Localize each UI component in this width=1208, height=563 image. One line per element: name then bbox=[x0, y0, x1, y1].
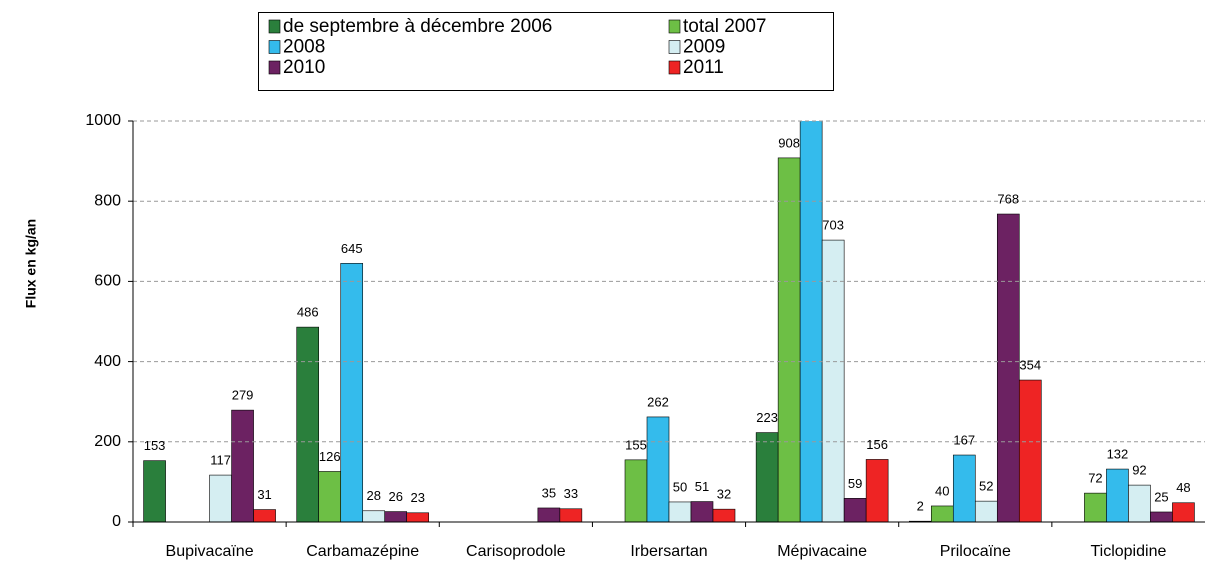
bar bbox=[646, 416, 670, 523]
y-tick-label: 1000 bbox=[85, 112, 121, 129]
data-label: 33 bbox=[564, 486, 578, 501]
legend-swatch bbox=[668, 19, 681, 34]
bar bbox=[996, 213, 1020, 523]
bar bbox=[362, 510, 386, 523]
data-label: 2 bbox=[917, 499, 924, 514]
bar bbox=[296, 326, 320, 523]
x-tick-label: Bupivacaïne bbox=[166, 543, 254, 560]
x-tick-label: Carisoprodole bbox=[466, 543, 566, 560]
bar bbox=[1084, 492, 1107, 523]
legend-label: 2009 bbox=[683, 37, 725, 58]
legend-swatch bbox=[668, 40, 681, 54]
data-label: 92 bbox=[1132, 463, 1146, 478]
data-label: 28 bbox=[366, 488, 380, 503]
data-label: 52 bbox=[979, 479, 993, 494]
x-tick-label: Irbersartan bbox=[630, 543, 707, 560]
data-label: 35 bbox=[542, 485, 556, 500]
bar bbox=[1128, 484, 1151, 523]
bar bbox=[755, 432, 779, 523]
bar bbox=[865, 459, 889, 523]
y-tick-label: 800 bbox=[94, 192, 121, 209]
x-tick-label: Ticlopidine bbox=[1090, 543, 1166, 560]
bar bbox=[1018, 379, 1042, 523]
data-label: 72 bbox=[1088, 471, 1102, 486]
legend-swatch bbox=[268, 19, 281, 34]
bar bbox=[231, 409, 254, 523]
legend-swatch bbox=[268, 40, 281, 54]
data-label: 132 bbox=[1107, 447, 1129, 462]
data-label: 117 bbox=[210, 453, 231, 468]
legend-box bbox=[258, 12, 834, 91]
bar bbox=[690, 501, 714, 523]
data-label: 26 bbox=[388, 489, 402, 504]
bar bbox=[952, 454, 976, 523]
bar bbox=[799, 121, 823, 523]
legend-label: 2008 bbox=[283, 37, 325, 58]
data-label: 51 bbox=[695, 479, 709, 494]
legend-label: 2011 bbox=[683, 57, 724, 78]
bar bbox=[668, 501, 692, 523]
bar bbox=[559, 508, 583, 523]
y-tick-label: 400 bbox=[94, 353, 121, 370]
bar bbox=[1172, 502, 1195, 523]
data-label: 25 bbox=[1154, 489, 1168, 504]
legend-label: 2010 bbox=[283, 57, 325, 78]
data-label: 486 bbox=[297, 305, 319, 320]
data-label: 262 bbox=[647, 394, 669, 409]
y-axis-title: Flux en kg/an bbox=[22, 218, 39, 309]
data-label: 768 bbox=[997, 191, 1019, 206]
bar bbox=[821, 239, 845, 523]
bar bbox=[143, 460, 166, 523]
x-tick-label: Carbamazépine bbox=[306, 543, 419, 560]
data-label: 354 bbox=[1019, 357, 1041, 372]
data-label: 156 bbox=[866, 437, 888, 452]
data-label: 645 bbox=[341, 241, 363, 256]
legend-label: total 2007 bbox=[683, 16, 766, 37]
data-label: 59 bbox=[848, 476, 862, 491]
bar bbox=[384, 511, 408, 523]
bar bbox=[1150, 511, 1173, 523]
legend-swatch bbox=[268, 60, 281, 75]
bar bbox=[340, 263, 364, 523]
y-tick-label: 600 bbox=[94, 273, 121, 290]
bar bbox=[930, 505, 954, 523]
x-tick-label: Prilocaïne bbox=[940, 543, 1011, 560]
legend-label: de septembre à décembre 2006 bbox=[283, 16, 552, 37]
data-label: 153 bbox=[144, 438, 166, 453]
bar bbox=[209, 474, 232, 523]
bar bbox=[974, 500, 998, 523]
data-label: 126 bbox=[319, 449, 341, 464]
data-label: 223 bbox=[756, 410, 778, 425]
data-label: 167 bbox=[953, 432, 975, 447]
data-label: 703 bbox=[822, 218, 844, 233]
data-label: 155 bbox=[625, 437, 647, 452]
data-label: 908 bbox=[778, 135, 800, 150]
data-label: 23 bbox=[410, 490, 424, 505]
data-label: 48 bbox=[1176, 480, 1190, 495]
y-tick-label: 200 bbox=[94, 433, 121, 450]
bar bbox=[318, 471, 342, 523]
bar bbox=[712, 508, 736, 523]
y-tick-label: 0 bbox=[112, 513, 121, 530]
data-label: 32 bbox=[717, 487, 731, 502]
bar bbox=[1106, 468, 1129, 523]
legend-swatch bbox=[668, 60, 681, 75]
bar bbox=[406, 512, 430, 523]
data-label: 279 bbox=[232, 388, 254, 403]
plot-area bbox=[143, 121, 1195, 523]
x-tick-label: Mépivacaine bbox=[777, 543, 867, 560]
bar bbox=[253, 509, 276, 523]
bar bbox=[537, 507, 561, 523]
bar bbox=[843, 498, 867, 523]
bar bbox=[624, 459, 648, 523]
data-label: 40 bbox=[935, 483, 949, 498]
data-label: 50 bbox=[673, 479, 687, 494]
bar bbox=[777, 157, 801, 523]
data-label: 31 bbox=[257, 487, 271, 502]
